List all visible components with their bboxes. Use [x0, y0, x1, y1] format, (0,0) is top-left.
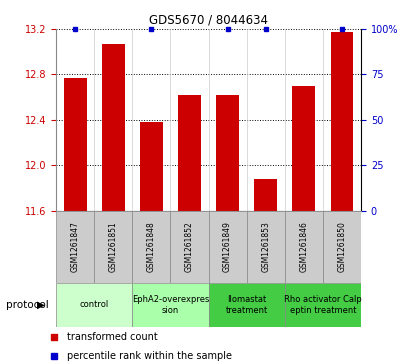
Text: GSM1261846: GSM1261846 — [299, 221, 308, 272]
Text: GSM1261848: GSM1261848 — [147, 221, 156, 272]
Text: protocol: protocol — [6, 300, 49, 310]
Text: GSM1261853: GSM1261853 — [261, 221, 270, 272]
Bar — [56, 283, 132, 327]
Text: ▶: ▶ — [37, 300, 45, 310]
Text: GSM1261852: GSM1261852 — [185, 221, 194, 272]
Text: GSM1261849: GSM1261849 — [223, 221, 232, 272]
Text: GSM1261850: GSM1261850 — [337, 221, 347, 272]
Text: control: control — [80, 301, 109, 309]
Bar — [63, 78, 87, 211]
Text: percentile rank within the sample: percentile rank within the sample — [66, 351, 232, 361]
Bar — [56, 211, 94, 283]
Text: EphA2-overexpres
sion: EphA2-overexpres sion — [132, 295, 209, 315]
Text: GSM1261851: GSM1261851 — [109, 221, 118, 272]
Bar — [330, 32, 354, 211]
Bar — [132, 211, 171, 283]
Text: transformed count: transformed count — [66, 332, 157, 342]
Bar — [293, 86, 315, 211]
Title: GDS5670 / 8044634: GDS5670 / 8044634 — [149, 13, 268, 26]
Bar — [171, 211, 209, 283]
Bar — [209, 211, 247, 283]
Bar — [285, 283, 361, 327]
Bar — [178, 95, 201, 211]
Bar — [140, 122, 163, 211]
Bar — [216, 95, 239, 211]
Text: Rho activator Calp
eptin treatment: Rho activator Calp eptin treatment — [284, 295, 362, 315]
Text: Ilomastat
treatment: Ilomastat treatment — [225, 295, 268, 315]
Bar — [247, 211, 285, 283]
Bar — [132, 283, 209, 327]
Bar — [323, 211, 361, 283]
Bar — [94, 211, 132, 283]
Text: GSM1261847: GSM1261847 — [71, 221, 80, 272]
Bar — [254, 179, 277, 211]
Bar — [209, 283, 285, 327]
Bar — [102, 44, 124, 211]
Bar — [285, 211, 323, 283]
